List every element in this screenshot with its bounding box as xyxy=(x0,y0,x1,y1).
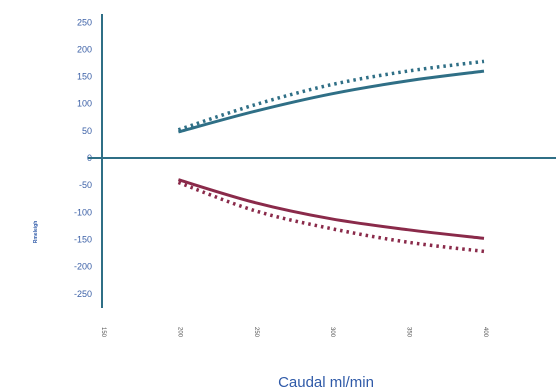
y-tick-label: 250 xyxy=(77,17,92,27)
x-tick-label: 300 xyxy=(329,327,335,338)
y-tick-label: 150 xyxy=(77,72,92,82)
x-tick-label: 400 xyxy=(482,327,488,338)
x-tick-label: 200 xyxy=(176,327,182,338)
y-tick-label: -50 xyxy=(79,180,92,190)
y-tick-label: 100 xyxy=(77,99,92,109)
series-line-4 xyxy=(177,180,485,254)
series-line-3 xyxy=(177,178,485,240)
y-tick-label: -100 xyxy=(74,207,92,217)
y-tick-label: -250 xyxy=(74,289,92,299)
series-group xyxy=(177,59,485,254)
series-line-2 xyxy=(177,59,485,132)
y-tick-label: -200 xyxy=(74,262,92,272)
series-line-1 xyxy=(178,69,485,134)
y-axis-label: Rmeleigh xyxy=(33,221,39,244)
y-tick-label: 200 xyxy=(77,44,92,54)
x-axis-label: Caudal ml/min xyxy=(278,374,374,391)
y-tick-label: -150 xyxy=(74,234,92,244)
x-tick-label: 150 xyxy=(100,327,106,338)
y-tick-label: 50 xyxy=(82,126,92,136)
x-tick-label: 350 xyxy=(406,327,412,338)
x-tick-labels: 150 200 250 300 350 400 xyxy=(100,327,488,338)
x-tick-label: 250 xyxy=(253,327,259,338)
